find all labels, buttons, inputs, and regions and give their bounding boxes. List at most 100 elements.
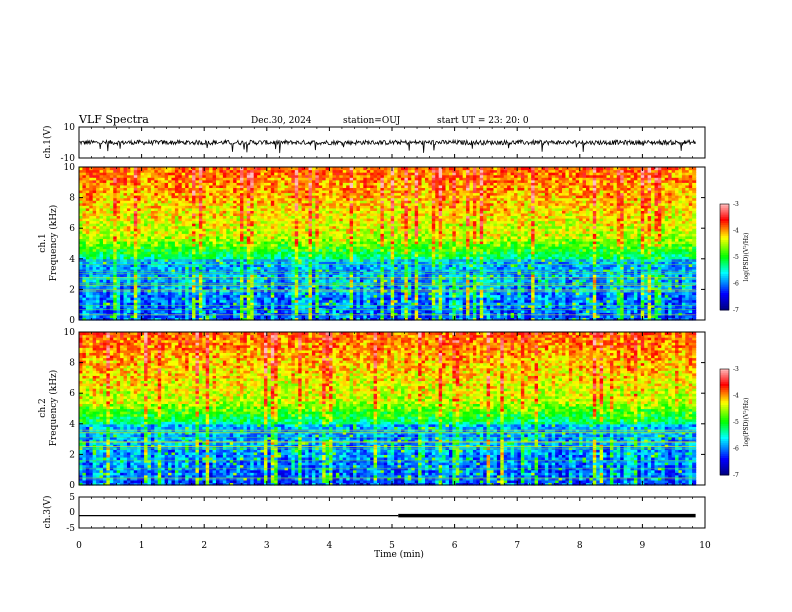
- spectrogram-cell: [202, 174, 207, 178]
- spectrogram-cell: [140, 251, 145, 255]
- spectrogram-cell: [243, 228, 248, 232]
- spectrogram-cell: [120, 197, 125, 201]
- spectrogram-cell: [298, 189, 303, 194]
- spectrogram-cell: [267, 253, 272, 257]
- spectrogram-cell: [229, 258, 234, 262]
- spectrogram-cell: [219, 230, 224, 234]
- spectrogram-cell: [120, 269, 125, 273]
- spectrogram-cell: [171, 256, 176, 260]
- spectrogram-cell: [164, 192, 169, 196]
- spectrogram-cell: [157, 299, 162, 303]
- spectrogram-cell: [109, 205, 114, 209]
- spectrogram-cell: [198, 192, 203, 196]
- spectrogram-cell: [123, 312, 128, 316]
- spectrogram-cell: [92, 248, 97, 252]
- spectrogram-cell: [253, 294, 258, 298]
- spectrogram-cell: [205, 248, 210, 252]
- spectrogram-cell: [89, 179, 94, 183]
- spectrogram-cell: [226, 294, 231, 298]
- spectrogram-cell: [287, 263, 292, 268]
- spectrogram-cell: [79, 248, 84, 252]
- spectrogram-cell: [185, 177, 190, 181]
- spectrogram-cell: [178, 192, 183, 196]
- spectrogram-cell: [195, 294, 200, 298]
- spectrogram-cell: [243, 182, 248, 186]
- spectrogram-cell: [226, 243, 231, 247]
- spectrogram-cell: [219, 276, 224, 280]
- spectrogram-cell: [147, 258, 152, 262]
- spectrogram-cell: [284, 200, 289, 204]
- spectrogram-cell: [246, 248, 251, 252]
- spectrogram-cell: [250, 266, 255, 270]
- spectrogram-cell: [154, 261, 159, 265]
- spectrogram-cell: [92, 299, 97, 303]
- spectrogram-cell: [82, 172, 87, 176]
- spectrogram-cell: [263, 297, 269, 301]
- spectrogram-cell: [99, 240, 104, 245]
- spectrogram-cell: [192, 299, 197, 303]
- spectrogram-cell: [274, 294, 279, 298]
- spectrogram-cell: [291, 314, 296, 319]
- spectrogram-cell: [113, 205, 118, 209]
- spectrogram-cell: [294, 240, 299, 245]
- spectrogram-cell: [274, 235, 279, 239]
- spectrogram-cell: [198, 263, 203, 268]
- spectrogram-cell: [236, 197, 241, 201]
- spectrogram-cell: [106, 266, 111, 270]
- spectrogram-cell: [120, 212, 125, 217]
- spectrogram-cell: [294, 215, 299, 219]
- spectrogram-cell: [178, 172, 183, 176]
- spectrogram-cell: [222, 256, 227, 260]
- spectrogram-cell: [301, 192, 306, 196]
- spectrogram-cell: [301, 271, 306, 275]
- spectrogram-cell: [192, 266, 197, 270]
- spectrogram-cell: [222, 230, 227, 234]
- spectrogram-cell: [257, 309, 262, 313]
- spectrogram-cell: [192, 256, 197, 260]
- spectrogram-cell: [274, 230, 279, 234]
- spectrogram-cell: [137, 261, 142, 265]
- spectrogram-cell: [123, 261, 128, 265]
- spectrogram-cell: [267, 276, 272, 280]
- spectrogram-cell: [188, 309, 193, 313]
- spectrogram-cell: [161, 307, 166, 311]
- spectrogram-cell: [243, 195, 248, 199]
- spectrogram-cell: [181, 179, 186, 183]
- spectrogram-cell: [133, 200, 138, 204]
- spectrogram-cell: [263, 192, 269, 196]
- spectrogram-cell: [287, 174, 292, 178]
- spectrogram-cell: [144, 225, 149, 229]
- spectrogram-cell: [120, 314, 125, 319]
- spectrogram-cell: [192, 230, 197, 234]
- spectrogram-cell: [171, 243, 176, 247]
- spectrogram-cell: [168, 238, 173, 242]
- spectrogram-cell: [257, 271, 262, 275]
- spectrogram-cell: [161, 172, 166, 176]
- spectrogram-cell: [185, 286, 190, 290]
- spectrogram-cell: [92, 309, 97, 313]
- spectrogram-cell: [226, 200, 231, 204]
- spectrogram-cell: [246, 177, 251, 181]
- spectrogram-cell: [178, 309, 183, 313]
- spectrogram-cell: [301, 309, 306, 313]
- spectrogram-cell: [270, 215, 275, 219]
- spectrogram-cell: [240, 286, 245, 290]
- spectrogram-cell: [168, 258, 173, 262]
- spectrogram-cell: [301, 212, 306, 217]
- spectrogram-cell: [308, 223, 313, 227]
- spectrogram-cell: [301, 243, 306, 247]
- spectrogram-cell: [116, 294, 121, 298]
- spectrogram-cell: [281, 248, 286, 252]
- spectrogram-cell: [243, 205, 248, 209]
- spectrogram-cell: [140, 286, 145, 290]
- spectrogram-cell: [277, 177, 282, 181]
- spectrogram-cell: [130, 312, 135, 316]
- spectrogram-cell: [116, 253, 121, 257]
- spectrogram-cell: [92, 223, 97, 227]
- spectrogram-cell: [168, 317, 173, 321]
- spectrogram-cell: [257, 317, 262, 321]
- spectrogram-cell: [106, 202, 111, 206]
- spectrogram-cell: [291, 286, 296, 290]
- spectrogram-cell: [301, 248, 306, 252]
- spectrogram-cell: [174, 228, 179, 232]
